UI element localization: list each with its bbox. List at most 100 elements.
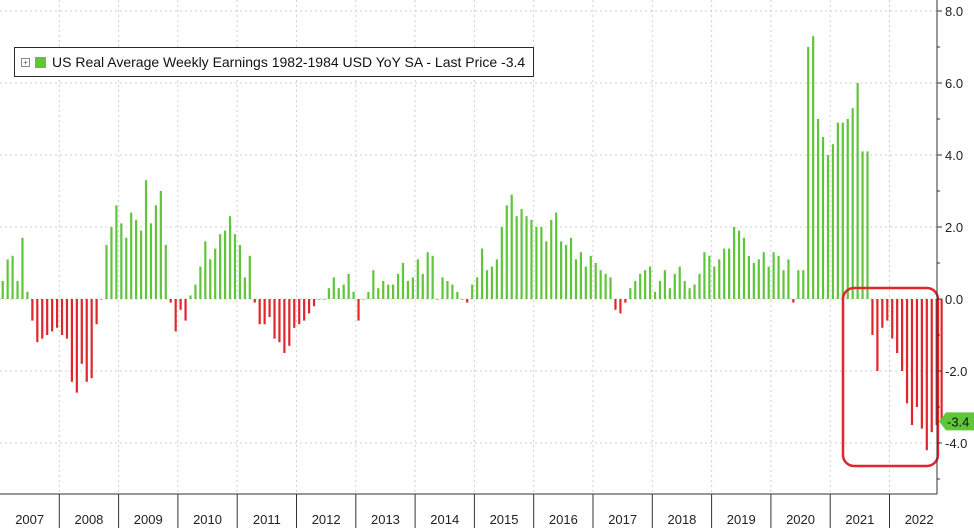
bar [396,273,400,299]
bar [530,219,533,299]
bar [846,119,849,299]
bar [515,216,518,299]
bar [599,270,602,299]
bar [653,291,657,299]
bar [550,219,553,299]
bar [441,277,444,299]
bar [70,299,73,382]
bar [90,299,93,379]
y-tick-label: 4.0 [945,148,963,163]
bar [308,299,311,314]
bar [189,295,192,299]
bar [258,299,261,325]
x-tick-label: 2020 [786,512,815,527]
bar [164,245,167,299]
bar [891,299,894,339]
bar [574,259,578,299]
bar [644,270,647,299]
bar [807,47,810,299]
bar [564,245,568,299]
bar [782,270,785,299]
x-tick-label: 2013 [371,512,400,527]
bar [876,299,879,371]
bar [663,270,666,299]
bar [55,299,59,328]
bar [401,263,405,299]
bar [490,266,494,299]
bar [762,252,765,299]
bar [816,119,820,299]
bar [673,273,676,299]
bar [130,212,133,299]
bar [431,255,434,299]
bar [110,227,113,299]
bar [322,299,326,300]
bar [223,230,227,299]
bar [204,241,207,299]
bar [312,299,316,307]
bar [594,263,597,299]
last-price-marker: -3.4 [939,412,974,431]
bar [777,255,780,299]
bar [713,266,716,299]
bar [658,281,662,299]
x-tick-label: 2011 [253,512,281,527]
bar [16,281,19,299]
bar [604,273,607,299]
bar [144,180,148,299]
bar [555,212,558,299]
bar [184,299,187,321]
bar [896,299,899,353]
bar [411,277,414,299]
bar [377,288,380,299]
x-tick-label: 2010 [193,512,222,527]
bar [584,266,587,299]
bar [752,263,755,299]
bar [75,299,78,393]
bar [693,284,696,299]
bar [357,299,360,321]
bar [1,281,4,299]
bar [100,299,103,300]
bar [471,284,474,299]
bar [268,299,271,317]
bar [416,259,419,299]
bar [802,270,805,299]
bar [367,291,370,299]
x-tick-label: 2021 [845,512,874,527]
bar [120,223,123,299]
legend-expand-icon[interactable]: + [21,57,30,67]
bar [683,281,686,299]
bar [80,299,83,364]
bar [540,227,543,299]
bar [792,299,795,303]
bar [732,227,736,299]
legend: + US Real Average Weekly Earnings 1982-1… [14,47,535,77]
bar [708,255,711,299]
y-tick-label: -4.0 [945,436,967,451]
bar [293,299,296,328]
bar [332,277,335,299]
bar [169,299,172,303]
bar [688,288,691,299]
x-tick-label: 2022 [905,512,934,527]
bar [125,237,128,299]
bar [545,241,548,299]
last-price-tag [939,412,974,431]
bar [723,248,726,299]
bar [451,284,454,299]
bar [910,299,914,425]
bar [871,299,874,335]
legend-label: US Real Average Weekly Earnings 1982-198… [52,54,526,70]
x-tick-label: 2017 [608,512,637,527]
bar [60,299,64,335]
bar [742,237,746,299]
bar [836,122,839,299]
bar [139,230,143,299]
x-tick-label: 2009 [134,512,163,527]
bar [456,291,459,299]
bar [154,205,158,299]
bar [263,299,266,325]
bar [426,252,429,299]
bar [609,277,612,299]
